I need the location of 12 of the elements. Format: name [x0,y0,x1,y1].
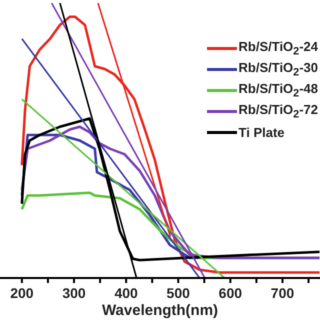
x-axis-title: Wavelength(nm) [100,302,220,319]
legend-label: Rb/S/TiO$_{2}$-72 [238,102,318,121]
legend-label: Ti Plate [238,125,285,140]
legend-label: Rb/S/TiO$_{2}$-48 [238,81,318,100]
legend-label: Rb/S/TiO$_{2}$-24 [238,39,318,58]
x-tick-label: 600 [218,285,242,301]
x-tick-label: 500 [166,285,190,301]
x-tick-label: 700 [270,285,294,301]
x-tick-label: 200 [10,285,34,301]
x-tick-label: 300 [62,285,86,301]
legend-label: Rb/S/TiO$_{2}$-30 [238,60,318,79]
x-tick-label: 400 [114,285,138,301]
